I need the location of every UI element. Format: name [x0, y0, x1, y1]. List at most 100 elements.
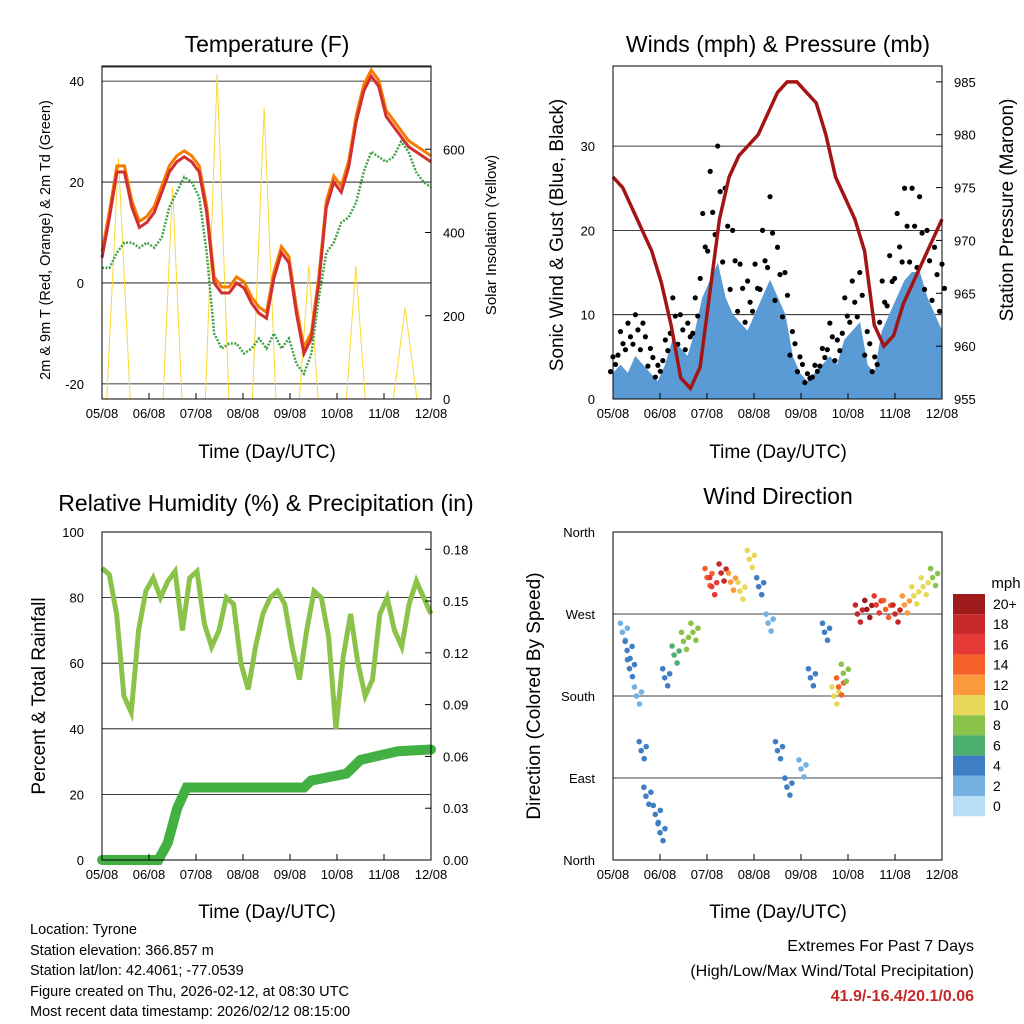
- direction-point: [778, 756, 784, 762]
- direction-point: [745, 548, 751, 554]
- direction-point: [742, 584, 748, 590]
- gust-point: [865, 329, 870, 334]
- direction-point: [829, 684, 835, 690]
- gust-point: [785, 293, 790, 298]
- gust-point: [728, 287, 733, 292]
- temperature-ylabel-right: Solar Insolation (Yellow): [483, 155, 500, 315]
- humidity-ytick-left: 60: [70, 656, 84, 671]
- direction-point: [916, 589, 922, 595]
- winds-xtick-label: 09/08: [785, 406, 818, 421]
- gust-point: [795, 369, 800, 374]
- direction-point: [831, 693, 837, 699]
- gust-point: [907, 259, 912, 264]
- direction-point: [667, 671, 673, 677]
- gust-point: [937, 309, 942, 314]
- temperature-ytick-right-label: 200: [443, 309, 465, 324]
- gust-point: [705, 248, 710, 253]
- humidity-xtick-label: 07/08: [180, 867, 213, 882]
- direction-xtick-label: 09/08: [785, 867, 818, 882]
- gust-point: [640, 321, 645, 326]
- gust-point: [633, 312, 638, 317]
- gust-point: [872, 354, 877, 359]
- direction-point: [806, 666, 812, 672]
- t2m-line: [102, 76, 431, 354]
- direction-point: [862, 598, 868, 604]
- legend-label: 16: [993, 636, 1009, 652]
- direction-point: [905, 610, 911, 616]
- winds-xtick-label: 11/08: [879, 406, 911, 421]
- winds-xtick-label: 05/08: [597, 406, 630, 421]
- direction-point: [798, 766, 804, 772]
- direction-point: [622, 639, 628, 645]
- direction-point: [662, 675, 668, 681]
- direction-point: [716, 561, 722, 567]
- temperature-xtick-label: 11/08: [368, 406, 400, 421]
- extremes-subtitle: (High/Low/Max Wind/Total Precipitation): [690, 959, 974, 984]
- humidity-ytick-left: 80: [70, 591, 84, 606]
- gust-point: [860, 293, 865, 298]
- direction-point: [897, 607, 903, 613]
- direction-point: [803, 762, 809, 768]
- direction-point: [892, 611, 898, 617]
- humidity-panel: Relative Humidity (%) & Precipitation (i…: [29, 490, 474, 923]
- gust-point: [698, 276, 703, 281]
- direction-point: [625, 657, 631, 663]
- gust-point: [887, 253, 892, 258]
- temperature-xtick-label: 06/08: [133, 406, 166, 421]
- gust-point: [653, 374, 658, 379]
- gust-point: [852, 300, 857, 305]
- gust-point: [700, 211, 705, 216]
- direction-title: Wind Direction: [703, 483, 853, 509]
- direction-point: [759, 592, 765, 598]
- humidity-ytick-right-label: 0.15: [443, 594, 468, 609]
- station-info: Location: Tyrone Station elevation: 366.…: [30, 920, 350, 1023]
- gust-point: [780, 314, 785, 319]
- gust-point: [615, 353, 620, 358]
- direction-point: [693, 637, 699, 643]
- direction-point: [844, 678, 850, 684]
- direction-point: [841, 670, 847, 676]
- humidity-title: Relative Humidity (%) & Precipitation (i…: [58, 490, 473, 516]
- gust-point: [708, 169, 713, 174]
- legend-swatch: [953, 695, 985, 715]
- direction-xtick-label: 12/08: [926, 867, 959, 882]
- extremes-box: Extremes For Past 7 Days (High/Low/Max W…: [690, 934, 974, 1009]
- direction-point: [676, 648, 682, 654]
- direction-point: [930, 575, 936, 581]
- direction-point: [883, 607, 889, 613]
- station-latlon: Station lat/lon: 42.4061; -77.0539: [30, 961, 350, 982]
- gust-point: [738, 262, 743, 267]
- legend-label: 6: [993, 737, 1001, 753]
- gust-point: [718, 189, 723, 194]
- gust-point: [912, 224, 917, 229]
- direction-point: [782, 775, 788, 781]
- direction-point: [754, 575, 760, 581]
- winds-xtick-label: 06/08: [644, 406, 677, 421]
- gust-point: [880, 278, 885, 283]
- gust-point: [817, 364, 822, 369]
- gust-point: [875, 362, 880, 367]
- winds-ytick-left: 30: [581, 139, 595, 154]
- legend-swatch: [953, 675, 985, 695]
- station-elevation: Station elevation: 366.857 m: [30, 941, 350, 962]
- direction-point: [620, 629, 626, 635]
- direction-point: [714, 580, 720, 586]
- direction-xtick-label: 08/08: [738, 867, 771, 882]
- legend-label: 12: [993, 677, 1009, 693]
- gust-point: [942, 286, 947, 291]
- direction-point: [933, 583, 939, 589]
- direction-point: [846, 666, 852, 672]
- direction-point: [718, 570, 724, 576]
- gust-point: [620, 341, 625, 346]
- dashboard-charts: Temperature (F) -2002040020040060005/08 0…: [0, 0, 1024, 1024]
- direction-point: [726, 570, 732, 576]
- temperature-ytick-left: 20: [70, 175, 84, 190]
- direction-point: [928, 566, 934, 572]
- winds-xtick-label: 10/08: [832, 406, 865, 421]
- direction-point: [834, 701, 840, 707]
- winds-ytick-right-label: 975: [954, 181, 976, 196]
- legend-label: 10: [993, 697, 1009, 713]
- direction-point: [925, 580, 931, 586]
- direction-point: [660, 838, 666, 844]
- gust-point: [877, 320, 882, 325]
